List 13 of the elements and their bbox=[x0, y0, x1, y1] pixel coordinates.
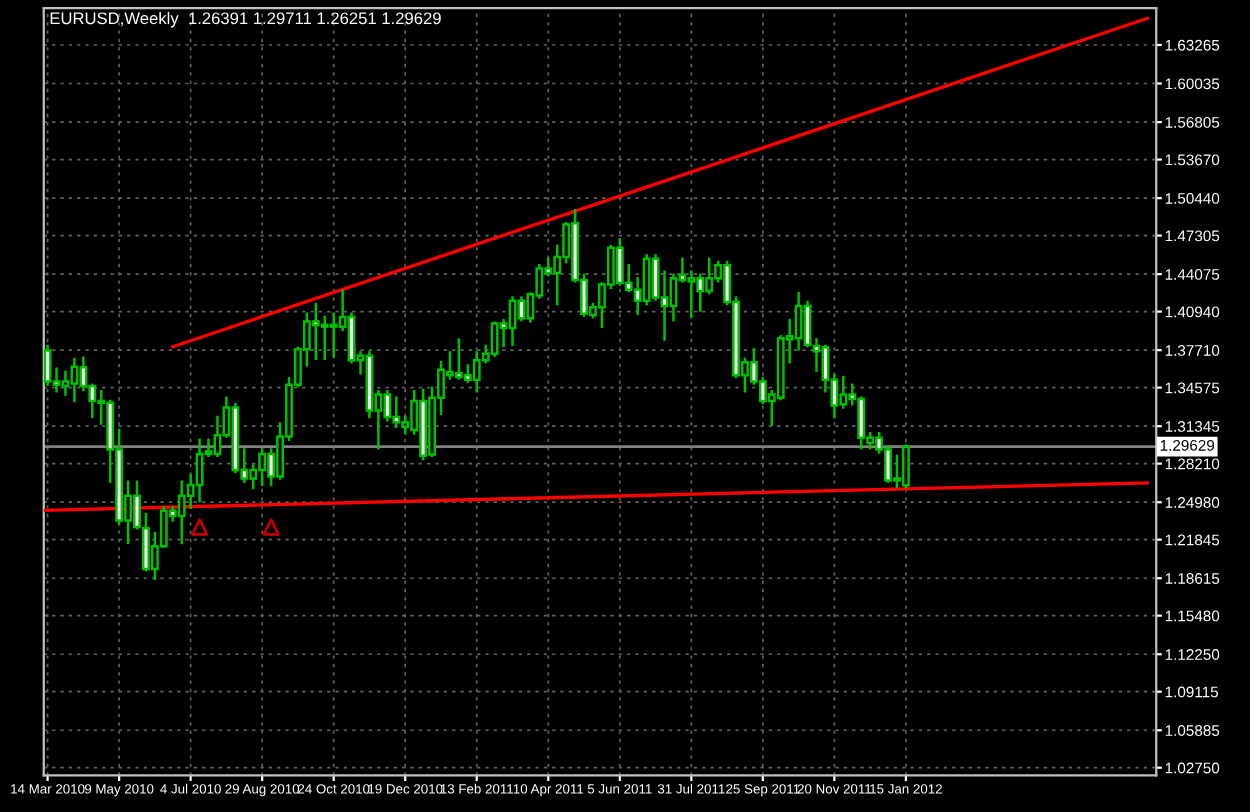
candlestick bbox=[803, 300, 812, 348]
candlestick bbox=[651, 254, 660, 301]
candlestick bbox=[195, 438, 204, 503]
candlestick bbox=[61, 370, 70, 396]
candlestick bbox=[642, 254, 651, 306]
candlestick bbox=[43, 344, 52, 387]
chart-title: EURUSD,Weekly 1.26391 1.29711 1.26251 1.29629 bbox=[50, 11, 441, 28]
candlestick bbox=[490, 321, 499, 357]
candlestick bbox=[794, 291, 803, 351]
candlestick bbox=[669, 273, 678, 322]
candlestick bbox=[517, 296, 526, 322]
candlestick bbox=[70, 357, 79, 403]
candlestick bbox=[901, 444, 910, 489]
